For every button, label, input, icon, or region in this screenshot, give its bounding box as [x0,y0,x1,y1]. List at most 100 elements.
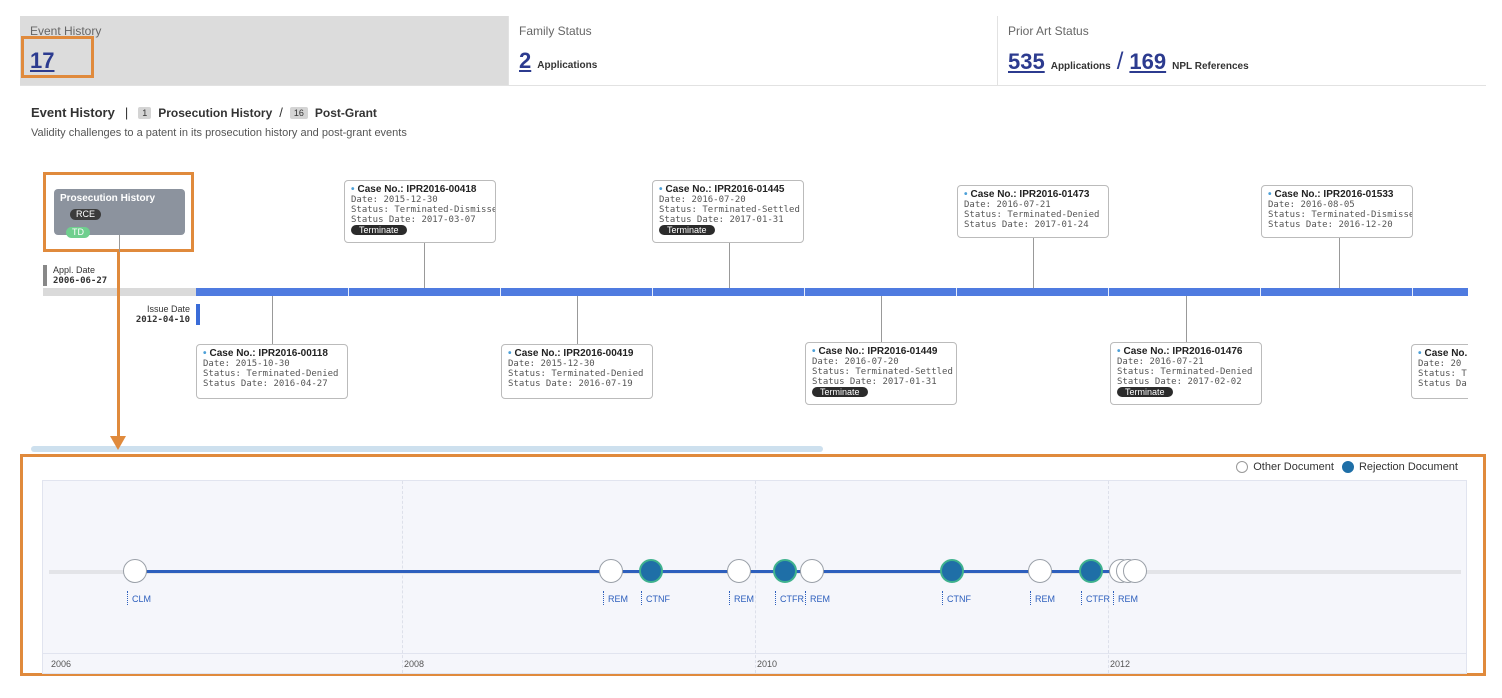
appl-date-value: 2006-06-27 [53,276,108,286]
doc-node-rejection[interactable] [940,559,964,583]
case-card[interactable]: Case No. Date: 20 Status: T Status Da [1411,344,1468,399]
slash-separator: / [1116,48,1124,75]
doc-node-other[interactable] [1028,559,1052,583]
legend-label: Rejection Document [1358,461,1458,473]
case-status: Status: Terminated-Dismissed [1268,210,1413,220]
connector-line [577,296,578,344]
npl-refs-link[interactable]: 169 [1129,49,1167,74]
connector-line [1033,238,1034,288]
case-number: Case No.: IPR2016-01533 [1268,190,1406,200]
case-number: Case No.: IPR2016-00419 [508,349,646,359]
prosecution-history-filter[interactable]: Prosecution History [158,105,273,120]
doc-node-other[interactable] [1123,559,1147,583]
appl-date-marker: Appl. Date 2006-06-27 [43,265,107,286]
issue-date-value: 2012-04-10 [135,315,190,325]
case-date: Date: 2016-07-20 [812,357,899,367]
case-status: Status: Terminated-Settled [659,205,800,215]
highlight-doc-timeline [20,454,1486,676]
case-status-date: Status Date: 2017-03-07 [351,215,476,225]
doc-node-other[interactable] [800,559,824,583]
stat-label: Event History [30,24,102,38]
case-status: Status: Terminated-Denied [1117,367,1253,377]
prosecution-count-badge: 1 [138,106,152,119]
event-history-count-link[interactable]: 17 [30,48,55,73]
prior-art-apps-link[interactable]: 535 [1008,49,1045,74]
case-card[interactable]: Case No.: IPR2016-00118 Date: 2015-10-30… [196,344,348,399]
other-document-icon [1236,461,1249,473]
case-number: Case No.: IPR2016-01449 [812,347,950,357]
case-date: Date: 2015-10-30 [203,359,290,369]
stats-bar: Event History 17 Family Status 2 Applica… [20,16,1486,86]
case-date: Date: 2016-07-20 [659,195,746,205]
year-label: 2006 [51,659,72,669]
case-date: Date: 2016-07-21 [964,200,1051,210]
doc-label: REM [603,591,628,605]
highlight-prosecution-card [43,172,194,252]
doc-node-rejection[interactable] [1079,559,1103,583]
case-card[interactable]: Case No.: IPR2016-01476 Date: 2016-07-21… [1110,342,1262,405]
case-status: Status: Terminated-Denied [964,210,1100,220]
case-status-date: Status Date: 2016-07-19 [508,379,633,389]
case-status-date: Status Da [1418,379,1467,389]
doc-node-rejection[interactable] [639,559,663,583]
case-card[interactable]: Case No.: IPR2016-00418 Date: 2015-12-30… [344,180,496,243]
stat-prior-art-status[interactable]: Prior Art Status 535 Applications / 169 … [997,16,1486,85]
legend-other-document[interactable]: Other Document [1236,461,1334,473]
year-label: 2012 [1110,659,1131,669]
issue-date-marker: Issue Date 2012-04-10 [136,304,200,325]
family-count-link[interactable]: 2 [519,48,532,73]
prosecution-history-card[interactable]: Prosecution History RCE TD [54,189,185,238]
doc-node-rejection[interactable] [773,559,797,583]
issue-date-label: Issue Date [146,304,190,314]
terminate-tag: Terminate [812,387,868,397]
case-card[interactable]: Case No.: IPR2016-00419 Date: 2015-12-30… [501,344,653,399]
doc-label: CTNF [942,591,971,605]
case-status-date: Status Date: 2017-01-24 [964,220,1089,230]
stat-family-status[interactable]: Family Status 2 Applications [508,16,997,85]
doc-timeline-active-line [135,570,1135,573]
prosecution-card-title: Prosecution History [60,193,156,204]
case-status-date: Status Date: 2016-12-20 [1268,220,1393,230]
case-date: Date: 2015-12-30 [508,359,595,369]
connector-line [729,243,730,288]
legend-label: Other Document [1253,461,1334,473]
post-grant-filter[interactable]: Post-Grant [314,105,377,120]
postgrant-count-badge: 16 [289,106,308,119]
case-number: Case No.: IPR2016-00118 [203,349,341,359]
case-card[interactable]: Case No.: IPR2016-01473 Date: 2016-07-21… [957,185,1109,238]
highlight-event-count [21,36,94,78]
case-status: Status: Terminated-Denied [508,369,644,379]
case-status-date: Status Date: 2016-04-27 [203,379,328,389]
case-status: Status: Terminated-Dismissed [351,205,496,215]
case-card[interactable]: Case No.: IPR2016-01533 Date: 2016-08-05… [1261,185,1413,238]
doc-node-other[interactable] [123,559,147,583]
doc-node-other[interactable] [599,559,623,583]
stat-label: Family Status [519,24,592,38]
td-pill: TD [66,227,90,238]
year-label: 2008 [404,659,425,669]
connector-line [272,296,273,344]
annotation-arrow-shaft [117,252,120,440]
case-number: Case No.: IPR2016-01473 [964,190,1102,200]
document-timeline-panel: CLM REM CTNF REM CTFR REM CTNF REM CTFR … [42,480,1467,674]
case-date: Date: 2016-08-05 [1268,200,1355,210]
doc-label: CLM [127,591,151,605]
doc-node-other[interactable] [727,559,751,583]
case-status: Status: Terminated-Denied [203,369,339,379]
npl-refs-unit: NPL References [1172,61,1249,72]
appl-date-label: Appl. Date [53,265,96,275]
legend-rejection-document[interactable]: Rejection Document [1341,461,1458,473]
rejection-document-icon [1341,461,1354,473]
connector-line [1339,238,1340,288]
stat-event-history[interactable]: Event History 17 [20,16,508,85]
case-card[interactable]: Case No.: IPR2016-01449 Date: 2016-07-20… [805,342,957,405]
case-card[interactable]: Case No.: IPR2016-01445 Date: 2016-07-20… [652,180,804,243]
year-label: 2010 [757,659,778,669]
rce-pill: RCE [70,209,102,220]
section-title: Event History [31,105,115,120]
case-number: Case No.: IPR2016-01445 [659,185,797,195]
case-date: Date: 20 [1418,359,1462,369]
horizontal-scrollbar[interactable] [31,446,823,452]
terminate-tag: Terminate [351,225,407,235]
doc-legend: Other Document Rejection Document [1228,461,1458,473]
